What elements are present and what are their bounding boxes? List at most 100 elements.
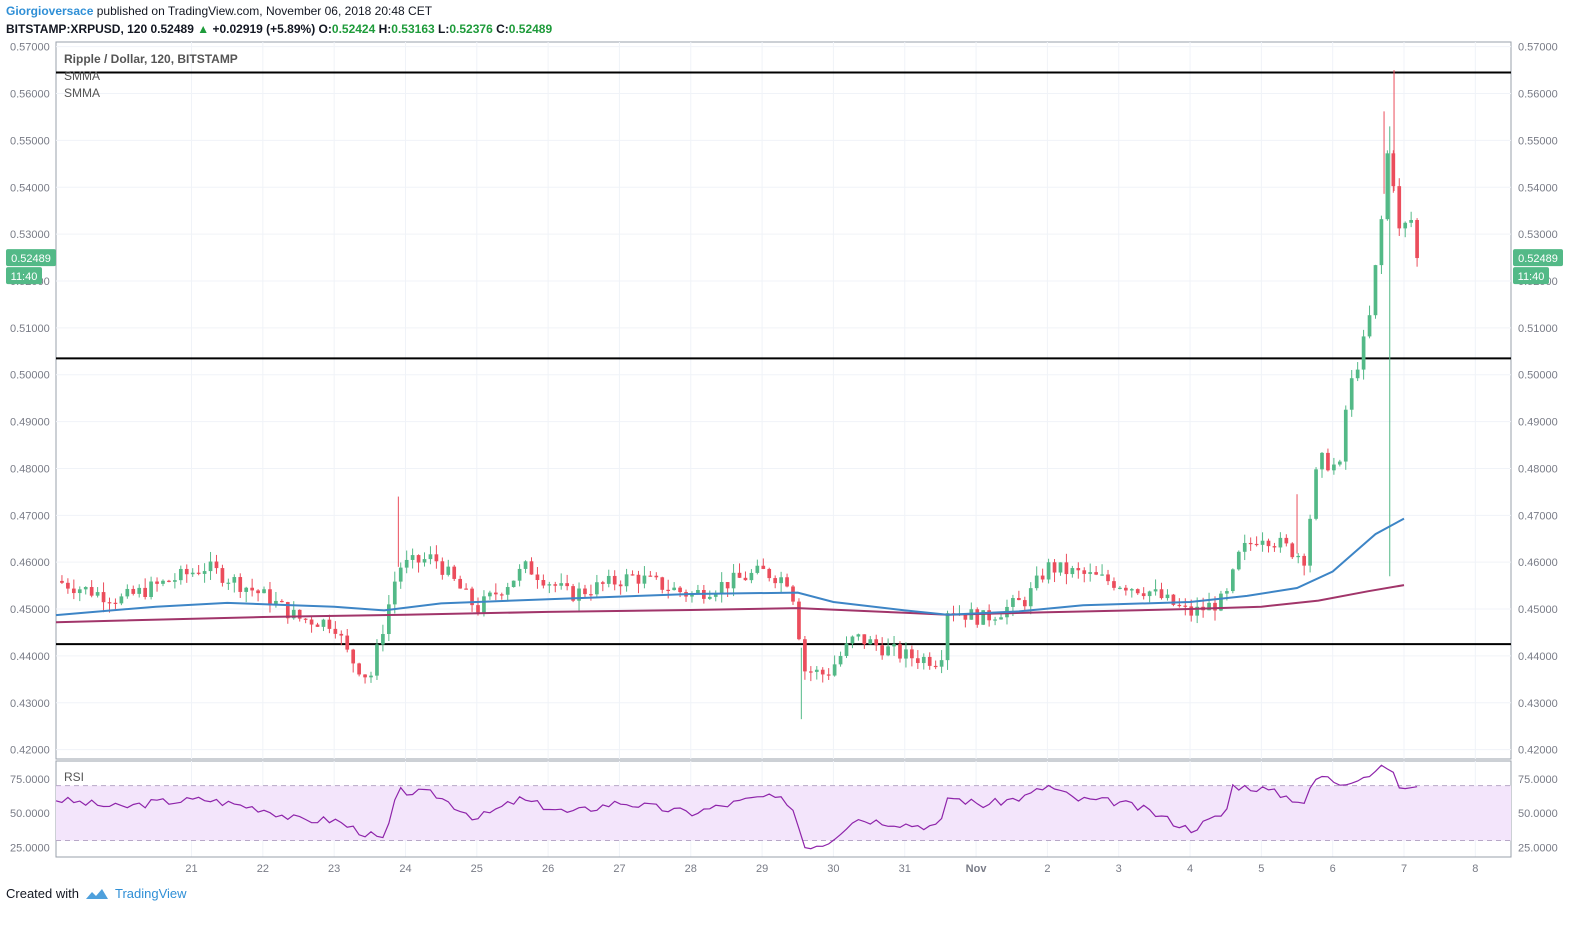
candle-body [511, 580, 516, 588]
time-tick-label: 3 [1116, 863, 1122, 875]
candle-body [1064, 562, 1069, 575]
candle-body [547, 584, 552, 586]
price-tick-label-left: 0.42000 [10, 745, 50, 757]
candle-body [309, 619, 314, 625]
smma-slow-line [55, 584, 1405, 624]
candle-body [1046, 562, 1051, 580]
candle-body [1011, 598, 1015, 607]
candle-body [280, 600, 284, 603]
candle-body [404, 559, 409, 568]
candle-body [993, 619, 997, 621]
candle-body [458, 578, 463, 589]
time-tick-label: 8 [1472, 863, 1478, 875]
candle-body [725, 582, 730, 589]
candle-body [981, 610, 986, 625]
smma-fast-line [55, 517, 1405, 617]
legend-smma-1: SMMA [64, 69, 100, 83]
price-tick-label-right: 0.49000 [1518, 417, 1558, 429]
author-link[interactable]: Giorgioversace [6, 4, 94, 18]
price-tick-label-left: 0.57000 [10, 42, 50, 54]
rsi-axis[interactable]: 75.0000 75.0000 50.0000 50.0000 25.0000 25.00… [10, 774, 1558, 855]
time-tick-label: 22 [257, 863, 269, 875]
candle-body [113, 602, 118, 604]
candle-body [624, 574, 629, 587]
candle-body [1326, 452, 1330, 471]
chart-title: Ripple / Dollar, 120, BITSTAMP [64, 52, 238, 66]
candle-body [856, 634, 861, 637]
rsi-tick-label-left: 25.0000 [10, 842, 50, 854]
candle-body [785, 577, 789, 587]
candle-body [107, 602, 112, 604]
candle-body [125, 588, 130, 597]
tradingview-link[interactable]: TradingView [114, 886, 187, 901]
time-axis[interactable]: 21 22 23 24 25 26 27 28 29 30 31 Nov 2 3 4 5 6 7 8 [56, 856, 1511, 875]
candle-body [488, 592, 492, 597]
rsi-tick-label-right: 25.0000 [1518, 842, 1558, 854]
ohlc-header: BITSTAMP:XRPUSD, 120 0.52489 ▲ +0.02919 … [6, 22, 552, 36]
candle-body [945, 613, 950, 661]
candle-body [149, 581, 153, 597]
candle-body [178, 568, 183, 581]
time-tick-label: 23 [328, 863, 340, 875]
candle-body [452, 566, 457, 579]
candle-body [1153, 589, 1158, 592]
candle-body [250, 587, 254, 591]
candle-body [886, 646, 890, 656]
candle-body [1314, 469, 1318, 519]
price-tick-label-left: 0.51000 [10, 323, 50, 335]
candle-body [1100, 574, 1104, 576]
time-tick-label: 26 [542, 863, 554, 875]
candle-body [1272, 546, 1277, 548]
low-label: L: [438, 22, 450, 36]
candle-body [256, 590, 260, 594]
candle-body [422, 559, 427, 563]
rsi-line [55, 764, 1418, 850]
candle-body [416, 555, 421, 563]
candle-body [434, 554, 439, 562]
candle-body [190, 572, 195, 575]
candle-body [1415, 219, 1419, 259]
price-tick-label-left: 0.45000 [10, 604, 50, 616]
candle-body [541, 580, 546, 586]
candle-body [862, 634, 867, 645]
candle-body [89, 587, 94, 596]
candle-body [1040, 575, 1045, 580]
candle-body [838, 655, 843, 665]
candle-body [1076, 568, 1081, 571]
candle-body [1177, 604, 1182, 607]
candle-body [60, 580, 64, 583]
candle-body [345, 635, 350, 650]
candle-body [387, 604, 391, 635]
candle-body [1017, 598, 1021, 601]
candle-body [1343, 409, 1348, 462]
candle-body [517, 568, 522, 581]
candle-body [214, 561, 219, 569]
created-with-text: Created with [6, 886, 79, 901]
candle-body [482, 596, 486, 613]
candle-body [1308, 518, 1312, 566]
price-tick-label-left: 0.55000 [10, 135, 50, 147]
candle-body [1349, 378, 1354, 410]
countdown-tag-left [6, 267, 42, 285]
candle-body [1320, 452, 1324, 470]
candle-body [523, 561, 528, 569]
candle-body [1290, 543, 1295, 558]
candle-body [1403, 222, 1408, 229]
candle-body [101, 592, 106, 603]
candle-body [1332, 464, 1336, 471]
high-label: H: [378, 22, 392, 36]
candle-body [1189, 606, 1194, 616]
support-resistance-lines[interactable] [56, 71, 1511, 646]
candle-body [1296, 555, 1301, 558]
candle-body [71, 588, 76, 594]
candle-body [1248, 542, 1253, 545]
current-price-tag-left [6, 249, 56, 267]
price-tick-label-left: 0.56000 [10, 89, 50, 101]
candle-body [1094, 572, 1098, 575]
candle-body [464, 588, 468, 590]
candle-body [351, 649, 356, 664]
close-value: 0.52489 [508, 22, 553, 36]
rsi-tick-label-right: 75.0000 [1518, 774, 1558, 786]
candle-body [446, 566, 451, 575]
